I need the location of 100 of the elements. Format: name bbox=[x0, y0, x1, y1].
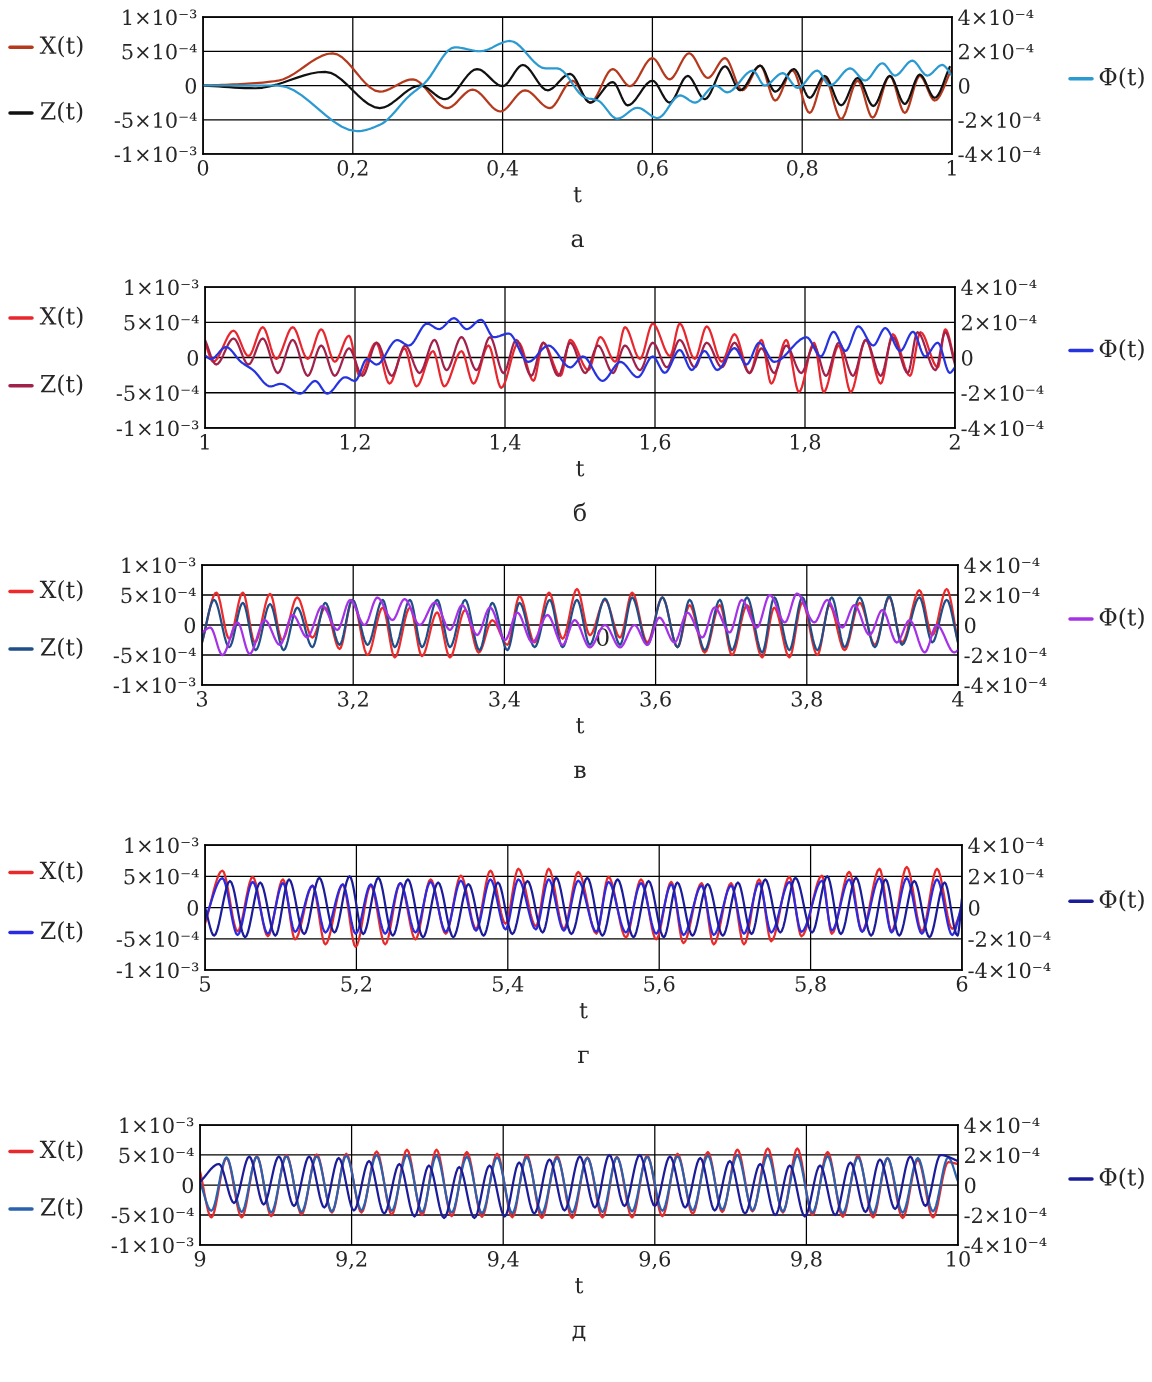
y2-tick-label: 4×10⁻⁴ bbox=[958, 9, 1034, 26]
y-tick-label: -5×10⁻⁴ bbox=[116, 385, 199, 401]
x-tick-label: 6 bbox=[956, 975, 968, 992]
y2-tick-label: -4×10⁻⁴ bbox=[961, 420, 1044, 437]
x-axis-title: t bbox=[579, 1003, 588, 1019]
text: б bbox=[573, 502, 586, 522]
y-tick-label: 0 bbox=[185, 77, 197, 94]
x-tick-label: 0,4 bbox=[487, 159, 519, 179]
text: а bbox=[571, 234, 584, 248]
legend-label: Φ(t) bbox=[1099, 1167, 1144, 1190]
text: д bbox=[572, 1325, 586, 1342]
x-tick-label: 3,6 bbox=[640, 690, 671, 710]
y2-tick-label: -2×10⁻⁴ bbox=[961, 385, 1044, 401]
legend-label: Φ(t) bbox=[1099, 67, 1144, 89]
x-tick-label: 5 bbox=[200, 976, 211, 992]
y-tick-label: 1×10⁻³ bbox=[125, 279, 199, 296]
x-tick-label: 4 bbox=[952, 690, 964, 707]
y-tick-label: 0 bbox=[187, 899, 199, 916]
y2-tick-label: 0 bbox=[964, 1177, 976, 1194]
y2-tick-label: -4×10⁻⁴ bbox=[968, 962, 1051, 979]
y2-tick-label: 4×10⁻⁴ bbox=[961, 279, 1037, 296]
x-tick-label: 3,2 bbox=[338, 690, 368, 710]
x-tick-label: 0,8 bbox=[787, 159, 818, 179]
y2-tick-label: 4×10⁻⁴ bbox=[964, 1117, 1040, 1134]
y-tick-label: 0 bbox=[187, 349, 199, 366]
x-tick-label: 9,6 bbox=[639, 1250, 671, 1270]
y-tick-label: -5×10⁻⁴ bbox=[111, 1207, 194, 1224]
y-tick-label: 5×10⁻⁴ bbox=[122, 43, 197, 60]
legend-label: Z(t) bbox=[40, 101, 83, 124]
y-tick-label: -5×10⁻⁴ bbox=[113, 647, 196, 664]
y2-tick-label: 0 bbox=[968, 899, 980, 916]
x-tick-label: 9,8 bbox=[791, 1250, 822, 1270]
y2-tick-label: 2×10⁻⁴ bbox=[958, 43, 1034, 60]
y-tick-label: -1×10⁻³ bbox=[116, 420, 199, 437]
x-tick-label: 1 bbox=[200, 433, 209, 450]
y-tick-label: -1×10⁻³ bbox=[113, 677, 196, 694]
x-axis-title: t bbox=[573, 187, 582, 203]
legend-label: Z(t) bbox=[40, 374, 83, 396]
y2-tick-label: -2×10⁻⁴ bbox=[964, 647, 1047, 664]
y-tick-label: 5×10⁻⁴ bbox=[121, 587, 196, 604]
legend-label: X(t) bbox=[39, 579, 83, 602]
y-tick-label: 5×10⁻⁴ bbox=[119, 1147, 194, 1164]
y2-tick-label: 2×10⁻⁴ bbox=[961, 314, 1037, 331]
y-tick-label: 0 bbox=[182, 1177, 194, 1194]
x-axis-title: t bbox=[576, 461, 585, 477]
x-tick-label: 1,6 bbox=[640, 433, 671, 453]
y-tick-label: 1×10⁻³ bbox=[122, 557, 196, 574]
legend-label: Φ(t) bbox=[1099, 339, 1144, 361]
y2-tick-label: -2×10⁻⁴ bbox=[964, 1207, 1047, 1224]
text: в bbox=[574, 765, 586, 778]
legend-label: Φ(t) bbox=[1099, 889, 1144, 912]
legend-label: Z(t) bbox=[40, 921, 83, 943]
y-tick-label: 0 bbox=[184, 617, 196, 634]
x-tick-label: 5,2 bbox=[341, 975, 371, 995]
legend-label: X(t) bbox=[39, 1139, 83, 1162]
legend-label: X(t) bbox=[39, 35, 83, 58]
y2-tick-label: -2×10⁻⁴ bbox=[968, 931, 1051, 947]
legend-label: Φ(t) bbox=[1099, 607, 1144, 630]
x-tick-label: 5,8 bbox=[795, 975, 826, 995]
y-tick-label: 5×10⁻⁴ bbox=[124, 868, 199, 885]
x-tick-label: 5,6 bbox=[644, 975, 675, 995]
x-tick-label: 3,4 bbox=[489, 690, 520, 710]
y2-tick-label: -4×10⁻⁴ bbox=[964, 677, 1047, 694]
y-tick-label: 1×10⁻³ bbox=[120, 1117, 194, 1134]
x-tick-label: 0,2 bbox=[337, 159, 368, 179]
y-tick-label: 5×10⁻⁴ bbox=[124, 314, 199, 331]
text: г bbox=[577, 1050, 589, 1063]
x-tick-label: 1 bbox=[947, 159, 956, 176]
x-tick-label: 3 bbox=[196, 690, 208, 707]
y-tick-label: -5×10⁻⁴ bbox=[116, 931, 199, 947]
x-tick-label: 1,2 bbox=[340, 433, 370, 453]
y2-tick-label: 2×10⁻⁴ bbox=[964, 587, 1040, 604]
legend-label: X(t) bbox=[39, 861, 83, 883]
legend-label: Z(t) bbox=[40, 1197, 83, 1220]
y2-tick-label: -2×10⁻⁴ bbox=[958, 112, 1041, 128]
x-tick-label: 9,4 bbox=[487, 1250, 519, 1270]
x-tick-label: 2 bbox=[949, 433, 960, 450]
y2-tick-label: 4×10⁻⁴ bbox=[964, 557, 1040, 574]
x-tick-label: 1,4 bbox=[490, 433, 521, 453]
y2-tick-label: 2×10⁻⁴ bbox=[968, 868, 1044, 885]
x-tick-label: 9 bbox=[194, 1250, 206, 1267]
x-tick-label: 0,6 bbox=[637, 159, 668, 179]
legend-label: Z(t) bbox=[40, 637, 83, 660]
y2-tick-label: 0 bbox=[958, 77, 970, 94]
y2-tick-label: -4×10⁻⁴ bbox=[958, 146, 1041, 163]
y2-tick-label: 2×10⁻⁴ bbox=[964, 1147, 1040, 1164]
y-tick-label: -1×10⁻³ bbox=[116, 962, 199, 979]
x-tick-label: 9,2 bbox=[336, 1250, 367, 1270]
y2-tick-label: 0 bbox=[961, 349, 973, 366]
y2-tick-label: 4×10⁻⁴ bbox=[968, 837, 1044, 854]
y-tick-label: 1×10⁻³ bbox=[125, 837, 199, 854]
x-tick-label: 5,4 bbox=[493, 975, 524, 995]
x-axis-title: t bbox=[576, 718, 585, 734]
x-tick-label: 1,8 bbox=[790, 433, 821, 453]
y2-tick-label: 0 bbox=[964, 617, 976, 634]
y-tick-label: 1×10⁻³ bbox=[123, 9, 197, 26]
x-tick-label: 3,8 bbox=[791, 690, 822, 710]
legend-label: X(t) bbox=[39, 306, 83, 329]
x-axis-title: t bbox=[575, 1278, 584, 1294]
y-tick-label: -1×10⁻³ bbox=[114, 146, 197, 163]
